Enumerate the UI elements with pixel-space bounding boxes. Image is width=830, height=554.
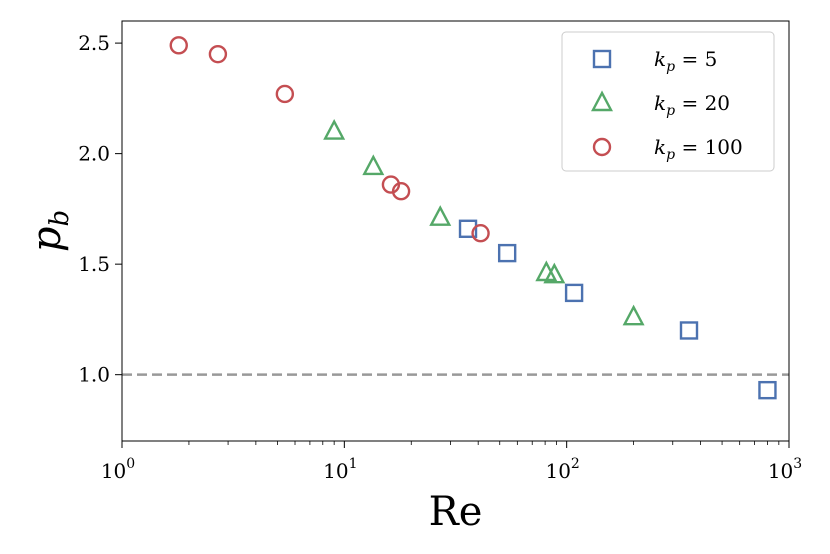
legend-box	[561, 31, 775, 172]
y-axis: 1.0 1.5 2.0 2.5	[78, 31, 122, 387]
legend-marker	[591, 90, 613, 112]
data-point	[497, 243, 517, 263]
y-tick-label: 1.5	[78, 252, 110, 276]
data-point	[323, 118, 346, 140]
y-tick-label: 2.0	[78, 142, 110, 166]
data-point	[362, 154, 385, 176]
data-point	[564, 283, 584, 303]
data-point	[458, 219, 478, 238]
series-layer	[169, 36, 777, 400]
legend-marker	[592, 49, 612, 69]
data-point	[169, 36, 188, 55]
data-point	[429, 205, 452, 226]
legend-label: kp = 20	[654, 91, 730, 119]
y-tick-label: 2.5	[78, 31, 110, 55]
data-point	[275, 84, 295, 104]
data-point	[679, 321, 699, 340]
x-axis-title: Re	[429, 489, 483, 535]
plot-area	[121, 20, 790, 442]
data-point	[471, 224, 490, 243]
x-axis: 100 101 102 103	[101, 441, 802, 483]
legend: kp = 5 kp = 20 kp = 100	[561, 31, 775, 172]
data-point	[208, 44, 228, 64]
data-point	[543, 262, 566, 284]
data-point	[391, 182, 411, 201]
y-tick-label: 1.0	[78, 363, 110, 387]
data-point	[758, 380, 777, 400]
legend-label: kp = 100	[654, 135, 743, 163]
y-axis-title: pb	[24, 210, 75, 252]
plot-frame	[121, 20, 790, 442]
legend-marker	[592, 137, 612, 157]
data-point	[622, 304, 645, 326]
data-point	[535, 260, 558, 282]
series-square	[458, 219, 777, 400]
x-tick-label: 102	[545, 456, 579, 483]
series-triangle	[323, 118, 645, 326]
series-circle	[169, 36, 490, 243]
x-tick-label: 100	[101, 456, 135, 483]
legend-label: kp = 5	[654, 47, 717, 75]
x-tick-label: 103	[768, 456, 802, 483]
x-tick-label: 101	[323, 456, 357, 483]
